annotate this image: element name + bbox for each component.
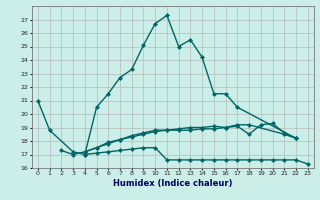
X-axis label: Humidex (Indice chaleur): Humidex (Indice chaleur) xyxy=(113,179,233,188)
